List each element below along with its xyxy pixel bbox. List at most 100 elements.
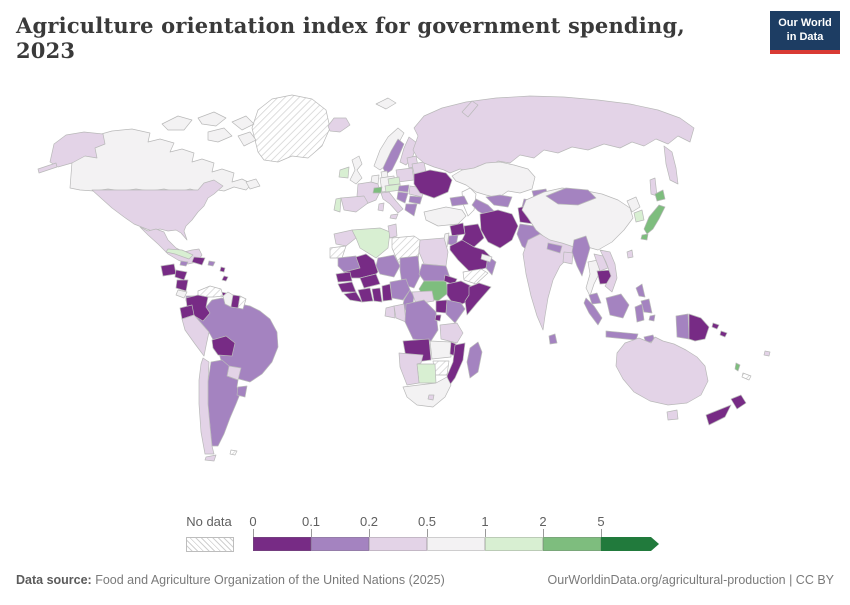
country-kazakhstan[interactable]	[451, 161, 536, 199]
country-egypt[interactable]	[418, 237, 449, 267]
country-papua-new-guinea[interactable]	[688, 313, 710, 342]
country-indonesia-sulawesi[interactable]	[634, 303, 645, 323]
country-peru[interactable]	[181, 314, 210, 357]
country-uzbekistan[interactable]	[485, 194, 513, 208]
country-venezuela[interactable]	[197, 285, 224, 298]
legend-band-3[interactable]	[427, 537, 485, 551]
country-arctic-islands[interactable]	[197, 111, 227, 127]
country-taiwan[interactable]	[626, 249, 634, 259]
country-lesser-antilles[interactable]	[221, 275, 229, 282]
country-indonesia-west-new-guinea[interactable]	[675, 313, 690, 340]
country-switzerland[interactable]	[372, 186, 383, 194]
country-hungary[interactable]	[397, 184, 410, 193]
legend-band-1[interactable]	[311, 537, 369, 551]
country-congo[interactable]	[393, 303, 407, 323]
legend-band-5[interactable]	[543, 537, 601, 551]
country-puerto-rico[interactable]	[207, 260, 216, 267]
country-burkina-faso[interactable]	[359, 273, 381, 289]
country-south-korea[interactable]	[633, 209, 645, 223]
country-japan[interactable]	[654, 189, 666, 202]
country-senegal[interactable]	[335, 271, 353, 283]
country-japan[interactable]	[643, 204, 666, 235]
country-morocco[interactable]	[333, 229, 357, 247]
country-nicaragua[interactable]	[175, 279, 189, 292]
country-zambia[interactable]	[429, 340, 452, 360]
country-bolivia[interactable]	[211, 335, 236, 357]
country-indonesia-java[interactable]	[605, 330, 639, 341]
country-indonesia-moluccas[interactable]	[648, 314, 656, 322]
country-ghana[interactable]	[371, 287, 383, 303]
country-ireland[interactable]	[338, 166, 350, 179]
country-iceland[interactable]	[327, 117, 351, 133]
country-niger[interactable]	[375, 254, 401, 278]
country-honduras[interactable]	[174, 269, 188, 281]
country-greece[interactable]	[404, 203, 418, 217]
country-costa-rica[interactable]	[175, 289, 188, 299]
country-arctic-islands[interactable]	[237, 131, 257, 147]
country-svalbard[interactable]	[375, 97, 397, 110]
country-tanzania[interactable]	[439, 322, 464, 344]
country-bangladesh[interactable]	[562, 251, 574, 265]
country-sicily[interactable]	[389, 213, 399, 220]
country-uganda[interactable]	[435, 299, 448, 314]
country-nepal[interactable]	[546, 242, 563, 254]
country-vanuatu[interactable]	[734, 362, 741, 372]
country-new-zealand[interactable]	[730, 394, 747, 410]
country-arctic-islands[interactable]	[207, 127, 233, 143]
legend-band-0[interactable]	[253, 537, 311, 551]
country-myanmar[interactable]	[571, 235, 591, 277]
country-gabon[interactable]	[384, 305, 396, 319]
country-sardinia[interactable]	[377, 202, 385, 212]
country-cuba[interactable]	[165, 248, 194, 260]
country-central-african-republic[interactable]	[411, 290, 435, 305]
country-australia[interactable]	[615, 336, 709, 406]
country-mexico[interactable]	[139, 226, 203, 265]
country-tierra-del-fuego[interactable]	[204, 454, 217, 462]
country-novaya-zemlya[interactable]	[461, 100, 479, 118]
country-bulgaria[interactable]	[408, 195, 423, 205]
country-syria[interactable]	[449, 222, 466, 237]
country-new-zealand[interactable]	[705, 404, 732, 426]
country-solomon-islands[interactable]	[711, 322, 720, 330]
footer-link[interactable]: OurWorldinData.org/agricultural-producti…	[547, 573, 834, 587]
country-togo-benin[interactable]	[381, 283, 393, 302]
country-jamaica[interactable]	[179, 260, 189, 267]
country-serbia[interactable]	[396, 191, 409, 204]
country-yemen[interactable]	[462, 268, 489, 285]
country-usa[interactable]	[91, 179, 224, 241]
country-portugal[interactable]	[333, 197, 342, 213]
country-falklands[interactable]	[229, 449, 238, 456]
country-fiji[interactable]	[763, 350, 771, 357]
country-botswana[interactable]	[416, 363, 437, 384]
country-madagascar[interactable]	[466, 341, 483, 379]
country-alaska[interactable]	[49, 131, 106, 168]
country-tasmania[interactable]	[666, 409, 679, 421]
country-arctic-islands[interactable]	[231, 115, 255, 131]
country-newfoundland[interactable]	[245, 178, 261, 190]
country-malaysia[interactable]	[588, 292, 602, 305]
country-philippines[interactable]	[640, 298, 653, 314]
country-caucasus[interactable]	[449, 195, 469, 207]
legend-band-6[interactable]	[601, 537, 659, 551]
country-guinea[interactable]	[337, 281, 357, 293]
country-mozambique[interactable]	[446, 342, 466, 387]
country-south-africa[interactable]	[402, 376, 452, 408]
country-uruguay[interactable]	[236, 385, 248, 398]
country-russia[interactable]	[412, 95, 695, 174]
country-indonesia-borneo[interactable]	[605, 293, 630, 319]
country-hispaniola[interactable]	[191, 256, 206, 266]
country-kenya[interactable]	[445, 299, 466, 324]
country-french-guiana[interactable]	[237, 295, 247, 310]
country-solomon-islands[interactable]	[719, 330, 728, 338]
legend-band-2[interactable]	[369, 537, 427, 551]
country-guatemala[interactable]	[160, 263, 177, 277]
country-chile[interactable]	[198, 357, 215, 455]
country-turkey[interactable]	[423, 206, 467, 227]
country-nigeria[interactable]	[389, 278, 411, 301]
country-ukraine[interactable]	[413, 169, 453, 199]
country-lesser-antilles[interactable]	[219, 266, 226, 273]
country-cote-divoire[interactable]	[357, 287, 374, 303]
country-iran[interactable]	[479, 209, 519, 249]
country-rwanda-burundi[interactable]	[434, 314, 442, 322]
country-north-korea[interactable]	[626, 196, 641, 213]
